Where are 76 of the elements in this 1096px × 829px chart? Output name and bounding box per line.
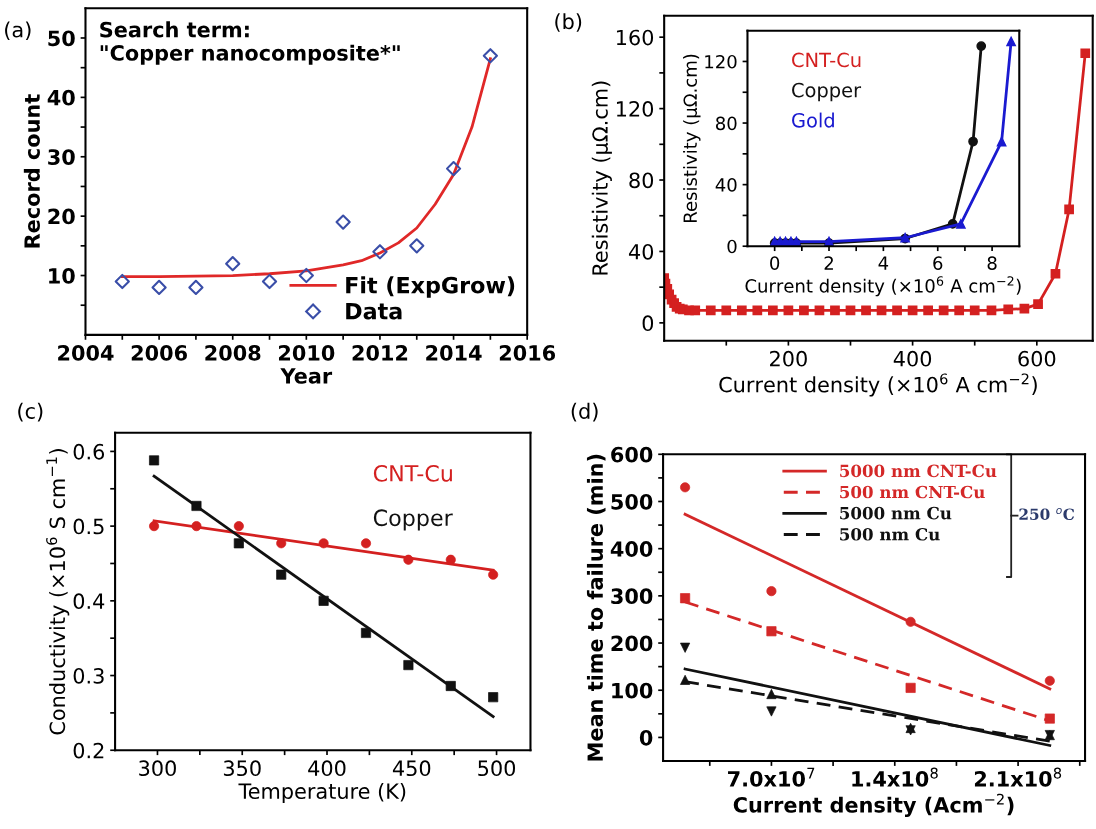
- legend-label: Fit (ExpGrow): [346, 276, 515, 298]
- y-tick-label: 0.3: [73, 667, 104, 684]
- y-tick-label: 500: [611, 493, 653, 510]
- x-tick-label: 2006: [131, 345, 187, 361]
- y-tick-label: 20: [48, 208, 75, 225]
- y-tick-label: 300: [611, 588, 653, 605]
- legend-label: 5000 nm CNT-Cu: [840, 464, 997, 478]
- text: (c): [18, 402, 43, 422]
- x-axis-title: Temperature (K): [238, 782, 406, 804]
- y-tick-label: 30: [48, 149, 75, 165]
- x-axis-title: Current density (×10$^{6}$ A cm$^{−2}$): [719, 373, 1037, 397]
- y-tick-label: 40: [47, 89, 75, 106]
- x-axis-title: Year: [280, 368, 333, 384]
- y-tick-label: 120: [616, 101, 654, 117]
- y-axis-title: Conductivity (×10$^{6}$ S cm$^{−1}$): [46, 449, 70, 735]
- y-tick-label: 0.4: [73, 593, 105, 610]
- y-tick-label: 160: [616, 29, 654, 46]
- y-tick-label: 50: [48, 30, 75, 47]
- x-tick-label: 8: [987, 256, 997, 270]
- annotation: Search term: "Copper nanocomposite*": [100, 21, 400, 65]
- y-tick-label: 400: [610, 541, 653, 557]
- text: Copper: [792, 82, 862, 102]
- y-tick-label: 80: [716, 116, 737, 131]
- text: CNT-Cu: [373, 464, 452, 482]
- x-tick-label: 7.0x10$^{7}$: [728, 767, 815, 787]
- text: (a): [5, 21, 31, 41]
- y-tick-label: 80: [629, 172, 654, 189]
- y-tick-label: 120: [705, 54, 737, 69]
- x-tick-label: 350: [223, 760, 261, 777]
- y-axis-title: Mean time to failure (min): [586, 454, 606, 761]
- legend-label: 500 nm Cu: [840, 527, 940, 541]
- x-tick-label: 2016: [499, 345, 556, 361]
- x-tick-label: 2014: [426, 345, 482, 361]
- y-axis-title: Resistivity (μΩ.cm): [591, 81, 612, 275]
- legend-label: 5000 nm Cu: [840, 506, 952, 520]
- x-tick-label: 450: [392, 760, 431, 777]
- x-tick-label: 1.4x10$^{8}$: [852, 767, 938, 787]
- x-tick-label: 400: [308, 760, 346, 777]
- x-tick-label: 300: [139, 760, 176, 777]
- legend-label: 500 nm CNT-Cu: [840, 485, 985, 499]
- y-tick-label: 0: [639, 729, 653, 746]
- x-tick-label: 2012: [352, 345, 408, 361]
- y-tick-label: 0.2: [73, 742, 104, 759]
- x-axis-title: Current density (Acm$^{−2}$): [733, 793, 1014, 817]
- x-tick-label: 2.1x10$^{8}$: [974, 767, 1062, 787]
- y-tick-label: 40: [628, 243, 654, 260]
- y-tick-label: 40: [715, 178, 737, 192]
- y-tick-label: 0.5: [73, 518, 104, 535]
- x-tick-label: 400: [893, 350, 932, 367]
- y-tick-label: 0: [727, 239, 737, 254]
- y-axis-title: Record count: [23, 94, 40, 248]
- text: (b): [555, 13, 582, 32]
- x-tick-label: 2: [824, 256, 833, 270]
- x-tick-label: 500: [478, 760, 516, 777]
- x-tick-label: 2004: [58, 345, 114, 361]
- x-tick-label: 2010: [278, 345, 335, 361]
- x-tick-label: 2008: [205, 345, 261, 361]
- y-tick-label: 0: [642, 315, 654, 332]
- y-tick-label: 600: [611, 446, 653, 463]
- y-tick-label: 0.6: [73, 443, 105, 460]
- y-tick-label: 100: [612, 682, 653, 699]
- x-tick-label: 0: [770, 256, 780, 270]
- y-tick-label: 200: [611, 635, 653, 652]
- y-axis-title: Resistivity (μΩ.cm): [683, 54, 701, 222]
- text: CNT-Cu: [792, 52, 861, 68]
- text: Copper: [373, 509, 453, 531]
- annotation: 250 $^{o}$C: [1019, 507, 1075, 520]
- x-tick-label: 200: [770, 350, 807, 367]
- x-axis-title: Current density (×10$^{6}$ A cm$^{−2}$): [745, 276, 1021, 297]
- x-tick-label: 4: [878, 256, 889, 270]
- legend-label: Data: [346, 302, 402, 320]
- x-tick-label: 6: [933, 256, 943, 270]
- text: (d): [571, 402, 598, 422]
- text: Gold: [792, 112, 834, 128]
- y-tick-label: 10: [49, 267, 75, 284]
- x-tick-label: 600: [1018, 350, 1056, 367]
